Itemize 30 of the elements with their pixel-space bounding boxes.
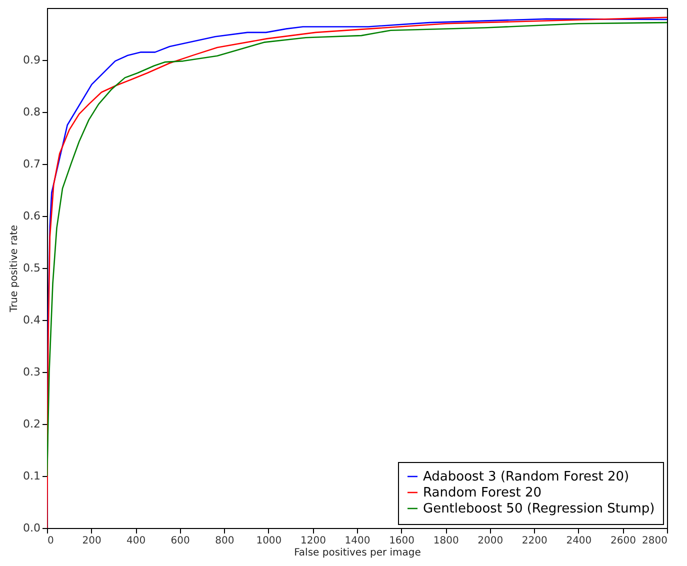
x-tick-label: 2800 [642, 536, 668, 546]
x-tick-label: 400 [126, 536, 146, 546]
x-tick-label: 2200 [522, 536, 548, 546]
x-tick-label: 1200 [300, 536, 326, 546]
legend-label: Gentleboost 50 (Regression Stump) [423, 502, 655, 516]
x-tick-label: 1600 [389, 536, 415, 546]
y-tick-label: 0.4 [23, 314, 40, 326]
y-tick-label: 0.2 [23, 418, 40, 430]
y-tick-label: 0.3 [23, 366, 40, 378]
y-tick-label: 0.7 [23, 158, 40, 170]
x-tick-label: 1400 [344, 536, 370, 546]
y-axis-title: True positive rate [9, 224, 20, 314]
x-axis-title: False positives per image [294, 548, 421, 558]
x-tick-label: 800 [215, 536, 234, 546]
x-tick-label: 600 [170, 536, 190, 546]
y-tick-label: 0.1 [23, 470, 40, 482]
x-tick-label: 1800 [433, 536, 459, 546]
x-tick-label: 0 [48, 536, 54, 546]
y-tick-label: 0.6 [23, 210, 40, 222]
y-tick-label: 0.0 [23, 522, 40, 534]
x-tick-label: 1000 [256, 536, 282, 546]
x-tick-label: 2000 [478, 536, 504, 546]
legend-label: Adaboost 3 (Random Forest 20) [423, 470, 630, 484]
y-tick-label: 0.8 [23, 106, 40, 118]
x-tick-label: 2600 [610, 536, 636, 546]
y-tick-label: 0.9 [23, 54, 40, 66]
x-tick-label: 2400 [566, 536, 592, 546]
legend-label: Random Forest 20 [423, 486, 542, 500]
x-tick-label: 200 [82, 536, 102, 546]
y-tick-label: 0.5 [23, 262, 40, 274]
